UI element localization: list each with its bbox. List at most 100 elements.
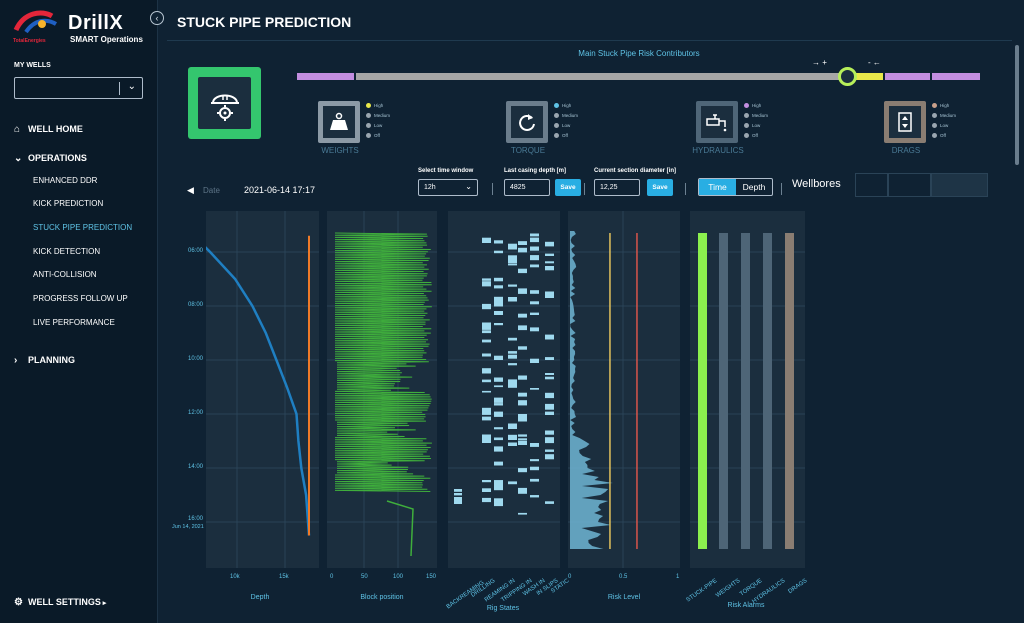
rig-state-mark-reaming-in (494, 240, 503, 244)
y-tick: 08:00 (188, 302, 204, 308)
rig-state-mark-static (545, 376, 554, 380)
x-tick: 10k (230, 574, 240, 580)
save-casing-button[interactable]: Save (555, 179, 581, 196)
rig-state-mark-tripping-in (508, 383, 517, 388)
level-off: Off (752, 133, 758, 138)
wellbore-slot[interactable] (888, 173, 931, 197)
risk-contributors-label: Main Stuck Pipe Risk Contributors (578, 49, 700, 58)
rig-state-mark-wash-in (518, 414, 527, 419)
rig-state-mark-static (545, 334, 554, 340)
divider (584, 183, 585, 195)
y-tick: 16:00 (188, 516, 204, 522)
rig-state-mark-backreaming (454, 497, 462, 503)
chevron-down-icon[interactable]: ⌄ (127, 81, 136, 92)
rig-state-mark-wash-in (518, 268, 527, 274)
toggle-time[interactable]: Time (699, 179, 736, 195)
risk-increase-indicator: → + (812, 58, 827, 67)
wellbore-slot[interactable] (855, 173, 888, 197)
nav-well-home[interactable]: ⌂ WELL HOME (14, 124, 83, 135)
rig-state-mark-tripping-in (508, 263, 517, 266)
contributor-weights[interactable]: WEIGHTS High Medium Low Off (318, 101, 458, 161)
risk-bar-weights (297, 73, 354, 80)
previous-date-button[interactable]: ◀ (187, 185, 194, 195)
rig-state-mark-in-slips (530, 358, 539, 363)
time-window-select[interactable]: 12h ⌄ (418, 179, 478, 196)
casing-depth-label: Last casing depth [m] (504, 168, 567, 174)
rig-state-mark-reaming-in (494, 437, 503, 441)
contributor-name: WEIGHTS (321, 146, 359, 155)
block-position-tail (386, 500, 414, 557)
risk-bar-drags-a (885, 73, 930, 80)
collapse-sidebar-button[interactable]: ‹ (150, 11, 164, 25)
section-diameter-input[interactable]: 12,25 (594, 179, 640, 196)
nav-item-enhanced-ddr[interactable]: ENHANCED DDR (33, 176, 98, 185)
rig-state-mark-tripping-in (508, 379, 517, 382)
rig-state-mark-wash-in (518, 487, 527, 494)
rig-state-mark-drilling (482, 390, 491, 393)
nav-item-progress-follow-up[interactable]: PROGRESS FOLLOW UP (33, 294, 128, 303)
risk-decrease-indicator: - ← (868, 58, 881, 67)
rig-state-mark-wash-in (518, 440, 527, 445)
rig-state-mark-reaming-in (494, 296, 503, 302)
time-window-label: Select time window (418, 168, 474, 174)
risk-slider-knob[interactable] (838, 67, 857, 86)
my-wells-label: MY WELLS (14, 62, 51, 69)
save-diameter-button[interactable]: Save (647, 179, 673, 196)
level-low: Low (562, 123, 571, 128)
rig-state-mark-static (545, 403, 554, 409)
rig-state-mark-static (545, 373, 554, 375)
rig-state-mark-in-slips (530, 237, 539, 243)
contributor-torque[interactable]: TORQUE High Medium Low Off (506, 101, 646, 161)
rig-state-mark-drilling (482, 283, 491, 286)
x-tick: 0.5 (619, 574, 628, 580)
nav-item-live-performance[interactable]: LIVE PERFORMANCE (33, 318, 115, 327)
rig-state-mark-static (545, 430, 554, 435)
home-icon: ⌂ (14, 124, 21, 135)
level-low: Low (940, 123, 949, 128)
nav-item-anti-collision[interactable]: ANTI-COLLISION (33, 270, 97, 279)
nav-well-settings[interactable]: ⚙ WELL SETTINGS ▸ (14, 597, 107, 608)
rig-state-mark-tripping-in (508, 434, 517, 440)
rig-state-mark-tripping-in (508, 259, 517, 262)
rig-state-mark-drilling (482, 407, 491, 413)
rig-state-mark-wash-in (518, 419, 527, 422)
rig-state-mark-static (545, 437, 554, 441)
rig-state-mark-wash-in (518, 512, 527, 515)
contributor-drags[interactable]: DRAGS High Medium Low Off (884, 101, 1024, 161)
rig-state-mark-tripping-in (508, 481, 517, 485)
scrollbar[interactable] (1015, 45, 1019, 165)
rig-states-axis-title: Rig States (486, 605, 520, 612)
nav-item-kick-detection[interactable]: KICK DETECTION (33, 247, 101, 256)
nav-operations[interactable]: ⌄ OPERATIONS (14, 153, 87, 164)
rig-state-mark-tripping-in (508, 442, 517, 446)
nav-planning[interactable]: › PLANNING (14, 355, 75, 366)
chevron-down-icon: ⌄ (465, 182, 472, 191)
rig-state-mark-static (545, 455, 554, 460)
nav-item-kick-prediction[interactable]: KICK PREDICTION (33, 199, 104, 208)
chevron-right-icon: › (14, 355, 18, 366)
torque-frame (506, 101, 548, 143)
risk-alarms-chart (690, 233, 805, 549)
rig-state-mark-backreaming (454, 501, 462, 504)
rig-state-mark-wash-in (518, 400, 527, 406)
drags-frame (884, 101, 926, 143)
rig-state-mark-tripping-in (508, 243, 517, 248)
rig-state-mark-reaming-in (494, 385, 503, 388)
rig-state-mark-reaming-in (494, 355, 503, 360)
rig-state-mark-in-slips (530, 327, 539, 332)
rig-state-mark-static (545, 394, 554, 399)
my-wells-select[interactable]: ⌄ (14, 77, 143, 99)
toggle-depth[interactable]: Depth (742, 182, 766, 192)
nav-item-stuck-pipe-prediction[interactable]: STUCK PIPE PREDICTION (33, 223, 133, 232)
time-depth-toggle[interactable]: Time Depth (698, 178, 773, 196)
rig-state-mark-in-slips (530, 246, 539, 250)
rig-state-mark-static (545, 411, 554, 415)
contributor-hydraulics[interactable]: HYDRAULICS High Medium Low Off (692, 101, 836, 161)
rig-state-mark-reaming-in (494, 480, 503, 486)
gear-icon: ⚙ (14, 597, 23, 608)
casing-depth-input[interactable]: 4825 (504, 179, 550, 196)
rig-state-mark-static (545, 242, 554, 247)
wellbore-slot-selected[interactable] (931, 173, 988, 197)
block-axis-title: Block position (360, 594, 404, 601)
app-title: DrillX (68, 12, 124, 34)
